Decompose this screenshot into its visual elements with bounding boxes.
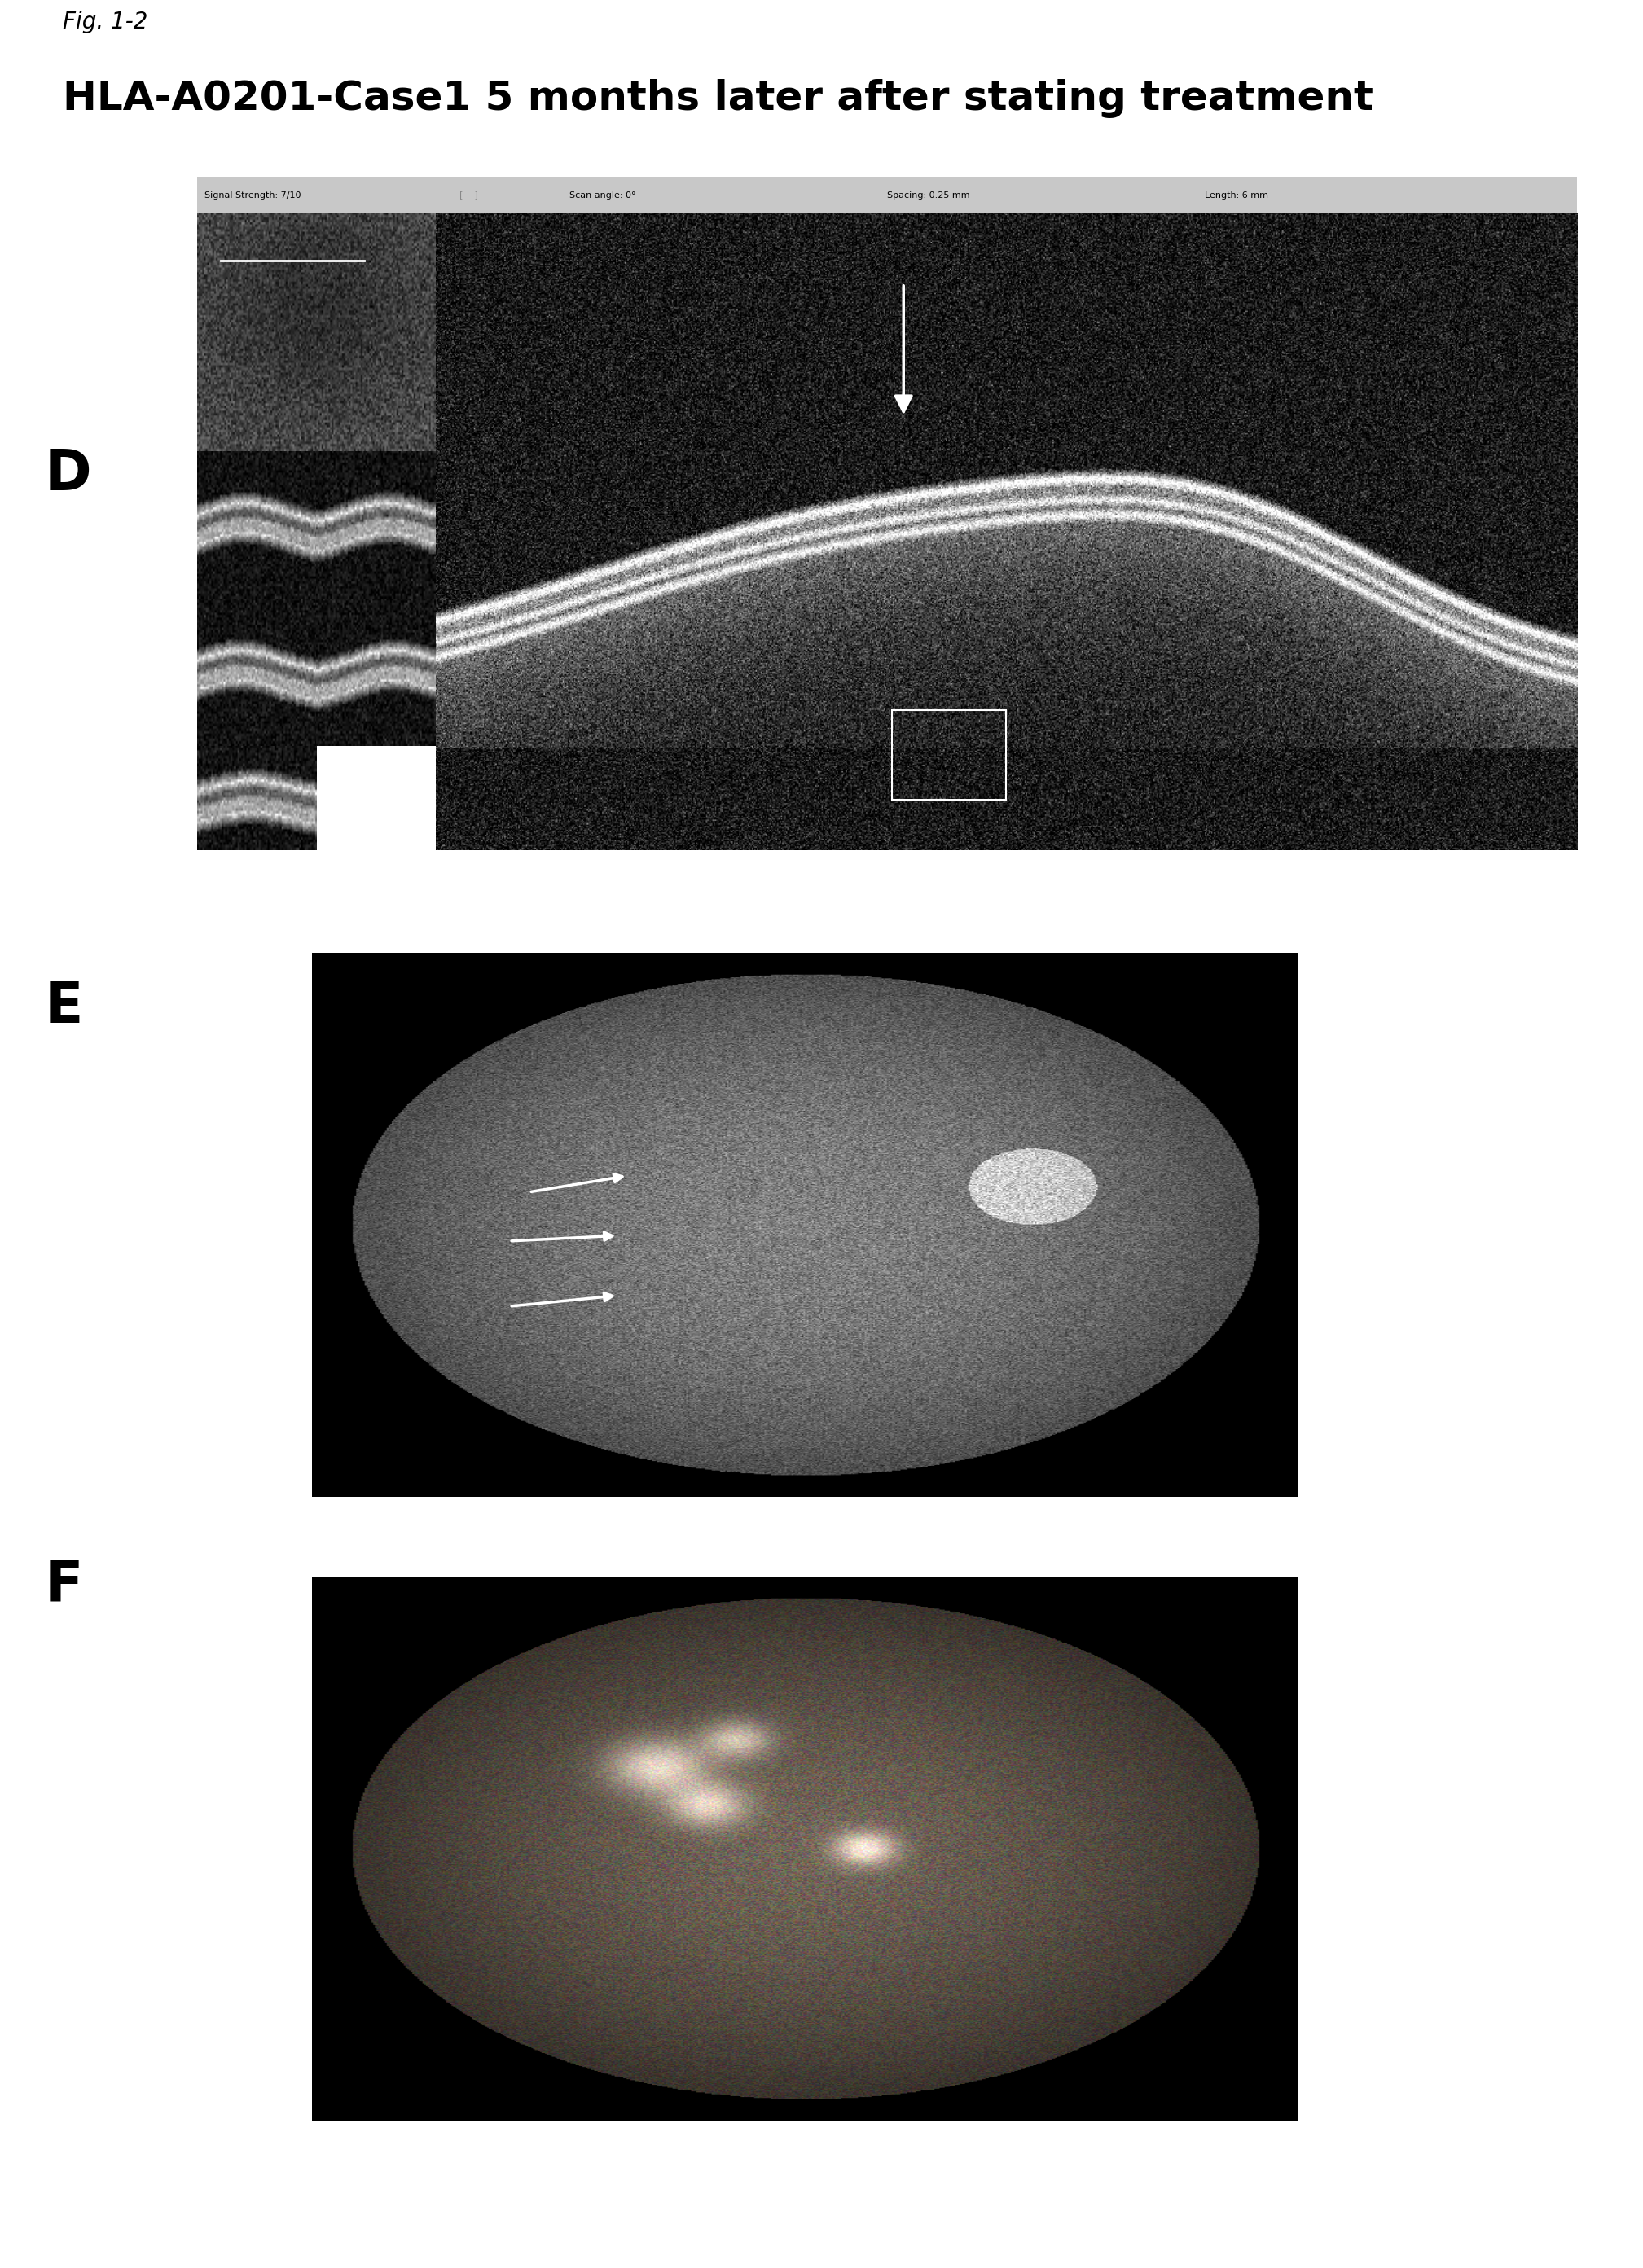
Text: D: D bbox=[44, 447, 92, 501]
Text: Fig. 1-2: Fig. 1-2 bbox=[62, 11, 148, 34]
Text: Signal Strength: 7/10: Signal Strength: 7/10 bbox=[204, 191, 301, 200]
Text: E: E bbox=[44, 980, 84, 1034]
Text: Spacing: 0.25 mm: Spacing: 0.25 mm bbox=[887, 191, 969, 200]
Text: HLA-A0201-Case1 5 months later after stating treatment: HLA-A0201-Case1 5 months later after sta… bbox=[62, 79, 1374, 118]
Bar bbox=[892, 710, 1006, 801]
Text: Scan angle: 0°: Scan angle: 0° bbox=[570, 191, 636, 200]
Text: [    ]: [ ] bbox=[460, 191, 478, 200]
Text: Length: 6 mm: Length: 6 mm bbox=[1204, 191, 1268, 200]
Text: F: F bbox=[44, 1558, 84, 1613]
